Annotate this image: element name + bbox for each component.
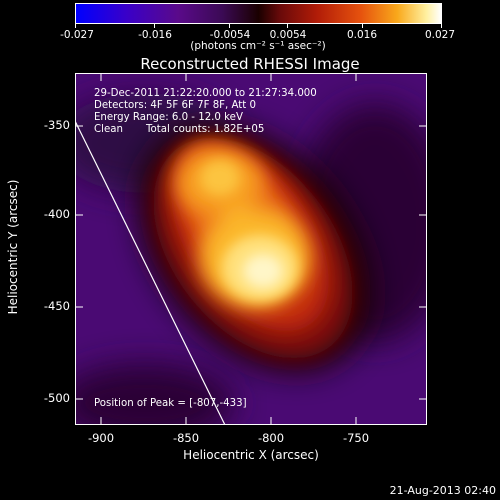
colorbar-tick-label: -0.016 xyxy=(138,29,172,41)
colorbar xyxy=(75,3,442,24)
x-tick-label: -750 xyxy=(342,431,370,445)
x-tick-label: -900 xyxy=(87,431,115,445)
y-tick-label: -400 xyxy=(43,207,70,221)
plot-title: Reconstructed RHESSI Image xyxy=(140,55,360,73)
info-line-2: Detectors: 4F 5F 6F 7F 8F, Att 0 xyxy=(94,100,257,111)
y-tick-label: -450 xyxy=(43,299,70,313)
x-tick-label: -850 xyxy=(172,431,200,445)
info-line-3: Energy Range: 6.0 - 12.0 keV xyxy=(94,112,243,123)
colorbar-tick-label: -0.0054 xyxy=(209,29,251,41)
rhessi-image xyxy=(75,73,427,425)
timestamp: 21-Aug-2013 02:40 xyxy=(389,484,496,497)
y-axis-label-wrap: Heliocentric Y (arcsec) xyxy=(0,180,30,315)
y-tick-label: -350 xyxy=(43,118,70,132)
limb-line xyxy=(75,120,226,425)
x-tick-label: -800 xyxy=(257,431,285,445)
colorbar-ticks xyxy=(75,23,442,29)
y-tick-label: -500 xyxy=(43,391,70,405)
y-axis-label: Heliocentric Y (arcsec) xyxy=(6,179,20,315)
colorbar-units: (photons cm⁻² s⁻¹ asec⁻²) xyxy=(190,40,326,52)
colorbar-tick-label: 0.027 xyxy=(424,29,456,41)
colorbar-tick-label: -0.027 xyxy=(60,29,94,41)
colorbar-tick-label: 0.0054 xyxy=(269,29,307,41)
info-line-4a: Clean xyxy=(94,124,123,135)
peak-position: Position of Peak = [-807,-433] xyxy=(94,398,247,409)
colorbar-tick-label: 0.016 xyxy=(346,29,378,41)
info-line-1: 29-Dec-2011 21:22:20.000 to 21:27:34.000 xyxy=(94,88,317,99)
x-axis-label: Heliocentric X (arcsec) xyxy=(183,448,319,462)
info-line-4b: Total counts: 1.82E+05 xyxy=(146,124,265,135)
